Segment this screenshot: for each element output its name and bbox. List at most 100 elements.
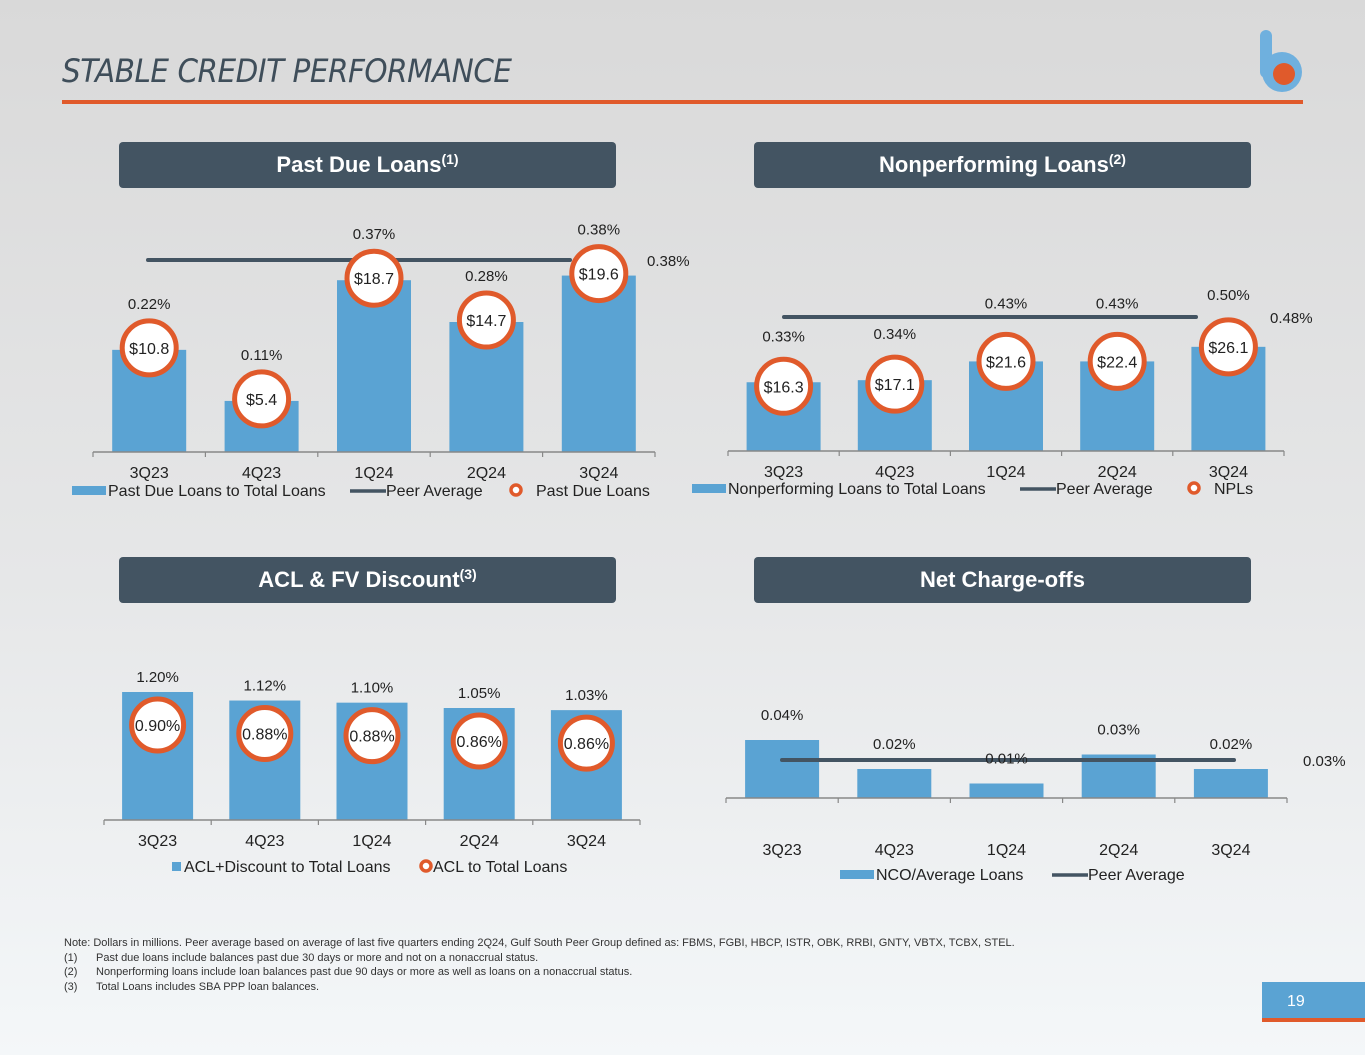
circle-value-label: $22.4: [1097, 354, 1137, 371]
circle-value-label: $21.6: [986, 354, 1026, 371]
panel-title: Nonperforming Loans: [879, 152, 1109, 177]
panel-header-nco: Net Charge-offs: [754, 557, 1251, 603]
circle-value-label: $17.1: [875, 377, 915, 394]
value-circle: [343, 707, 401, 765]
panel-title: ACL & FV Discount: [258, 567, 460, 592]
bar-3q24: [561, 275, 636, 452]
past-due-loans-chart: 3Q23 4Q23 1Q24 2Q24 3Q24 0.38% 0.22% $10.8 0.11%…: [72, 222, 690, 500]
bar-1q24: [337, 280, 411, 452]
x-tick-label: 4Q23: [245, 833, 284, 850]
legend-label: Peer Average: [1088, 867, 1185, 884]
legend-label: Peer Average: [386, 483, 483, 500]
legend-bar-swatch: [840, 870, 874, 879]
legend-label: Nonperforming Loans to Total Loans: [728, 481, 986, 498]
acl-fv-discount-chart: 3Q23 4Q23 1Q24 2Q24 3Q24 1.20% 0.90% 1.12% 0.88%…: [103, 669, 641, 876]
circle-value-label: 0.88%: [242, 727, 287, 744]
bar-value-label: 0.22%: [128, 296, 171, 313]
value-circle: [450, 712, 508, 770]
net-charge-offs-chart: 3Q23 4Q23 1Q24 2Q24 3Q24 0.03% 0.04% 0.02% 0.01%…: [725, 707, 1346, 884]
value-circle: [129, 696, 187, 754]
nonperforming-loans-chart: 3Q23 4Q23 1Q24 2Q24 3Q24 0.48% 0.33% $16.3 0.34%…: [692, 287, 1313, 498]
x-tick-label: 2Q24: [460, 833, 499, 850]
circle-value-label: 0.90%: [135, 718, 180, 735]
x-tick-label: 2Q24: [1099, 842, 1138, 859]
legend-circle-swatch: [509, 483, 523, 497]
panel-header-acl: ACL & FV Discount(3): [119, 557, 616, 603]
value-circle: [1087, 331, 1147, 391]
bar-value-label: 1.03%: [565, 687, 608, 704]
bar-value-label: 0.11%: [241, 347, 282, 364]
bar-value-label: 1.10%: [351, 680, 394, 697]
circle-value-label: $10.8: [129, 341, 169, 358]
value-circle: [119, 318, 179, 378]
panel-header-nonperforming: Nonperforming Loans(2): [754, 142, 1251, 188]
footnote-1: (1) Past due loans include balances past …: [64, 951, 1015, 966]
x-tick-label: 1Q24: [352, 833, 391, 850]
x-tick-label: 3Q23: [130, 465, 169, 482]
peer-average-label: 0.38%: [647, 253, 690, 270]
value-circle: [865, 354, 925, 414]
bar-value-label: 0.50%: [1207, 287, 1250, 304]
footnote-text: Total Loans includes SBA PPP loan balanc…: [96, 980, 320, 993]
value-circle: [1198, 317, 1258, 377]
legend-label: NCO/Average Loans: [876, 867, 1023, 884]
value-circle: [232, 369, 292, 429]
panel-footnote-ref: (3): [459, 566, 477, 582]
legend-label: ACL to Total Loans: [433, 859, 567, 876]
page-number: 19: [1262, 982, 1365, 1022]
bar-1q24: [969, 783, 1044, 798]
x-tick-label: 4Q23: [875, 842, 914, 859]
bar-value-label: 0.34%: [874, 326, 917, 343]
x-tick-label: 1Q24: [986, 464, 1025, 481]
bar-value-label: 0.43%: [985, 295, 1028, 312]
bar-value-label: 1.12%: [244, 678, 287, 695]
panel-footnote-ref: (1): [441, 151, 459, 167]
circle-value-label: 0.86%: [564, 736, 609, 753]
circle-value-label: $19.6: [579, 267, 619, 284]
x-tick-label: 4Q23: [875, 464, 914, 481]
footnote-number: (3): [64, 980, 78, 993]
x-tick-label: 3Q24: [567, 833, 606, 850]
x-tick-label: 1Q24: [354, 465, 393, 482]
circle-value-label: $26.1: [1208, 340, 1248, 357]
value-circle: [344, 248, 404, 308]
legend-label: NPLs: [1214, 481, 1253, 498]
bar-value-label: 1.05%: [458, 685, 501, 702]
bar-value-label: 0.03%: [1097, 722, 1140, 739]
legend-bar-swatch: [172, 862, 181, 871]
x-tick-label: 3Q24: [1209, 464, 1248, 481]
bar-value-label: 0.04%: [761, 707, 804, 724]
x-tick-label: 4Q23: [242, 465, 281, 482]
circle-value-label: $14.7: [466, 313, 506, 330]
x-tick-label: 3Q23: [138, 833, 177, 850]
peer-average-label: 0.03%: [1303, 753, 1346, 770]
footnote-2: (2) Nonperforming loans include loan bala…: [64, 965, 1015, 980]
bar-3q24: [1193, 769, 1268, 798]
bar-3q23: [745, 740, 820, 798]
legend-label: Past Due Loans: [536, 483, 650, 500]
x-tick-label: 3Q23: [763, 842, 802, 859]
value-circle: [236, 705, 294, 763]
legend-circle-swatch: [1187, 481, 1201, 495]
legend-circle-swatch: [419, 859, 433, 873]
footnotes: Note: Dollars in millions. Peer average …: [64, 936, 1015, 994]
x-tick-label: 3Q24: [1211, 842, 1250, 859]
bar-value-label: 0.33%: [762, 328, 805, 345]
value-circle: [976, 331, 1036, 391]
circle-value-label: 0.88%: [349, 729, 394, 746]
bar-value-label: 1.20%: [136, 669, 179, 686]
footnote-text: Past due loans include balances past due…: [96, 951, 539, 964]
page-title: STABLE CREDIT PERFORMANCE: [62, 52, 512, 90]
bar-value-label: 0.38%: [578, 222, 621, 239]
bar-value-label: 0.02%: [1210, 736, 1253, 753]
x-tick-label: 2Q24: [467, 465, 506, 482]
title-divider: [62, 100, 1303, 104]
legend-label: Peer Average: [1056, 481, 1153, 498]
peer-average-label: 0.48%: [1270, 310, 1313, 327]
panel-header-past-due: Past Due Loans(1): [119, 142, 616, 188]
circle-value-label: $5.4: [246, 392, 277, 409]
x-tick-label: 3Q23: [764, 464, 803, 481]
circle-value-label: $16.3: [764, 379, 804, 396]
legend-bar-swatch: [72, 486, 106, 495]
panel-title: Net Charge-offs: [919, 567, 1085, 592]
